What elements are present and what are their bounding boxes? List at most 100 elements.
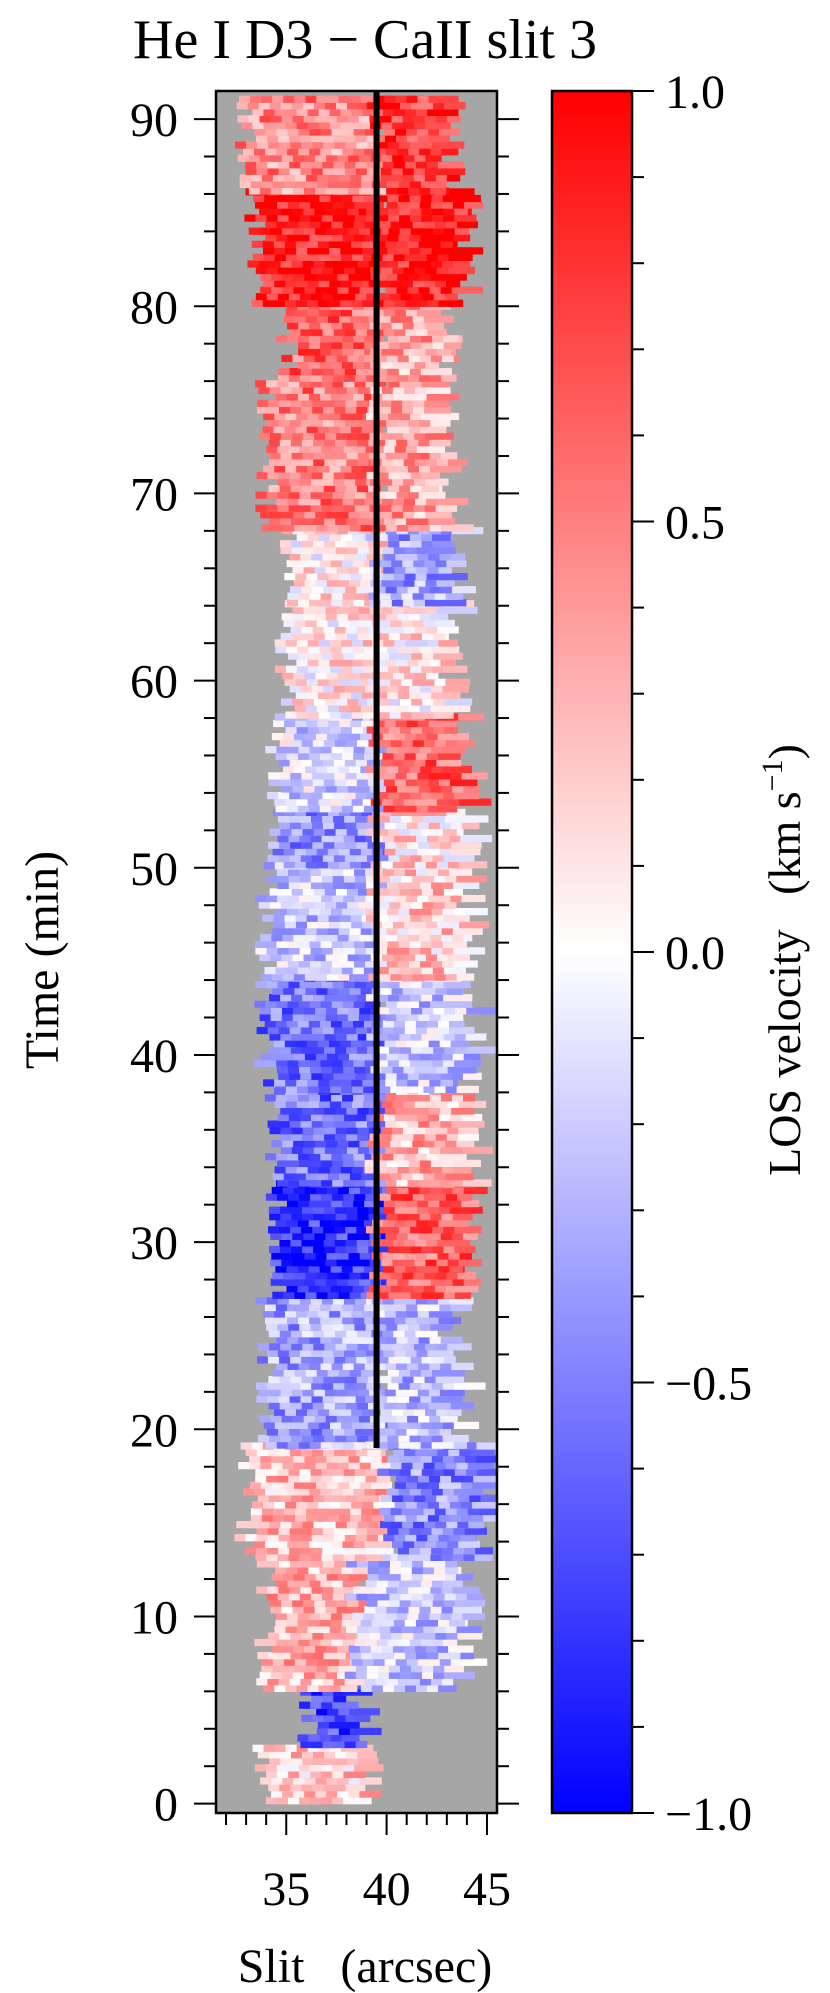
heatmap-cell xyxy=(417,1428,438,1436)
heatmap-cell xyxy=(272,1272,294,1280)
heatmap-cell xyxy=(375,1362,390,1370)
heatmap-cell xyxy=(340,412,357,421)
heatmap-cell xyxy=(284,573,304,581)
heatmap-cell xyxy=(416,868,435,876)
heatmap-cell xyxy=(277,1553,290,1561)
heatmap-cell xyxy=(330,1219,351,1227)
heatmap-cell xyxy=(421,1369,436,1377)
heatmap-cell xyxy=(366,1291,380,1299)
heatmap-cell xyxy=(317,1721,338,1729)
heatmap-cell xyxy=(382,752,401,760)
heatmap-cell xyxy=(308,559,323,568)
heatmap-cell xyxy=(413,1133,431,1141)
heatmap-cell xyxy=(335,1757,350,1765)
heatmap-cell xyxy=(310,960,328,968)
heatmap-cell xyxy=(288,1113,305,1122)
heatmap-cell xyxy=(385,1415,406,1423)
heatmap-cell xyxy=(423,1462,438,1470)
heatmap-cell xyxy=(346,458,359,466)
heatmap-cell xyxy=(352,253,372,261)
heatmap-cell xyxy=(354,868,366,876)
heatmap-cell xyxy=(415,626,428,634)
heatmap-cell xyxy=(390,678,409,686)
heatmap-cell xyxy=(336,1232,355,1240)
heatmap-cell xyxy=(412,280,432,288)
heatmap-cell xyxy=(429,1612,445,1620)
heatmap-cell xyxy=(302,102,320,110)
heatmap-cell xyxy=(440,524,474,532)
heatmap-cell xyxy=(327,524,346,532)
heatmap-cell xyxy=(367,1593,387,1601)
heatmap-cell xyxy=(345,485,364,493)
heatmap-cell xyxy=(409,260,421,268)
heatmap-cell xyxy=(426,386,451,394)
heatmap-cell xyxy=(343,868,358,876)
heatmap-cell xyxy=(391,1375,408,1384)
heatmap-cell xyxy=(442,1678,454,1686)
heatmap-cell xyxy=(342,1094,357,1102)
heatmap-cell xyxy=(454,792,480,800)
heatmap-cell xyxy=(370,953,390,962)
heatmap-cell xyxy=(337,286,355,294)
heatmap-cell xyxy=(373,1310,391,1318)
heatmap-cell xyxy=(376,1395,392,1403)
heatmap-cell xyxy=(377,1291,396,1299)
heatmap-cell xyxy=(268,517,287,525)
heatmap-cell xyxy=(331,1638,346,1647)
heatmap-cell xyxy=(428,1428,448,1436)
heatmap-cell xyxy=(436,266,448,275)
heatmap-cell xyxy=(317,1514,329,1522)
heatmap-cell xyxy=(390,1507,412,1516)
heatmap-cell xyxy=(338,619,357,627)
heatmap-cell xyxy=(370,1645,388,1653)
heatmap-cell xyxy=(314,566,331,574)
heatmap-cell xyxy=(267,1547,282,1555)
heatmap-cell xyxy=(427,1219,441,1227)
heatmap-cell xyxy=(353,1059,370,1067)
heatmap-cell xyxy=(335,1494,356,1502)
heatmap-cell xyxy=(396,1013,417,1021)
heatmap-cell xyxy=(347,1415,368,1423)
heatmap-cell xyxy=(311,471,328,480)
heatmap-cell xyxy=(321,1066,335,1074)
heatmap-cell xyxy=(370,1462,404,1470)
heatmap-cell xyxy=(430,1213,443,1221)
heatmap-cell xyxy=(357,739,372,747)
heatmap-cell xyxy=(364,1000,381,1008)
heatmap-cell xyxy=(434,1625,456,1633)
heatmap-cell xyxy=(332,1797,349,1805)
heatmap-cell xyxy=(326,511,346,519)
heatmap-cell xyxy=(285,726,297,734)
heatmap-cell xyxy=(344,374,358,382)
heatmap-cell xyxy=(391,167,410,175)
heatmap-cell xyxy=(307,1100,324,1108)
heatmap-cell xyxy=(305,95,323,103)
heatmap-cell xyxy=(294,1665,307,1673)
heatmap-cell xyxy=(298,234,320,242)
heatmap-cell xyxy=(355,471,369,480)
heatmap-cell xyxy=(456,1172,469,1181)
heatmap-cell xyxy=(322,293,334,301)
heatmap-cell xyxy=(374,465,397,473)
heatmap-cell xyxy=(302,1245,322,1254)
heatmap-cell xyxy=(328,426,344,434)
heatmap-cell xyxy=(389,1007,411,1015)
heatmap-cell xyxy=(365,1226,379,1234)
heatmap-cell xyxy=(456,815,489,823)
heatmap-cell xyxy=(462,1179,492,1187)
heatmap-cell xyxy=(425,432,454,440)
heatmap-cell xyxy=(413,987,426,995)
heatmap-cell xyxy=(305,1272,317,1280)
heatmap-cell xyxy=(271,1252,289,1260)
heatmap-cell xyxy=(309,128,328,136)
heatmap-cell xyxy=(268,1330,286,1338)
heatmap-cell xyxy=(337,579,352,587)
heatmap-cell xyxy=(256,1382,276,1390)
heatmap-cell xyxy=(386,1606,404,1614)
heatmap-cell xyxy=(450,1040,470,1048)
heatmap-cell xyxy=(247,260,261,268)
heatmap-cell xyxy=(366,1120,396,1128)
heatmap-cell xyxy=(295,573,316,581)
heatmap-cell xyxy=(333,1586,354,1594)
heatmap-cell xyxy=(443,1580,463,1588)
